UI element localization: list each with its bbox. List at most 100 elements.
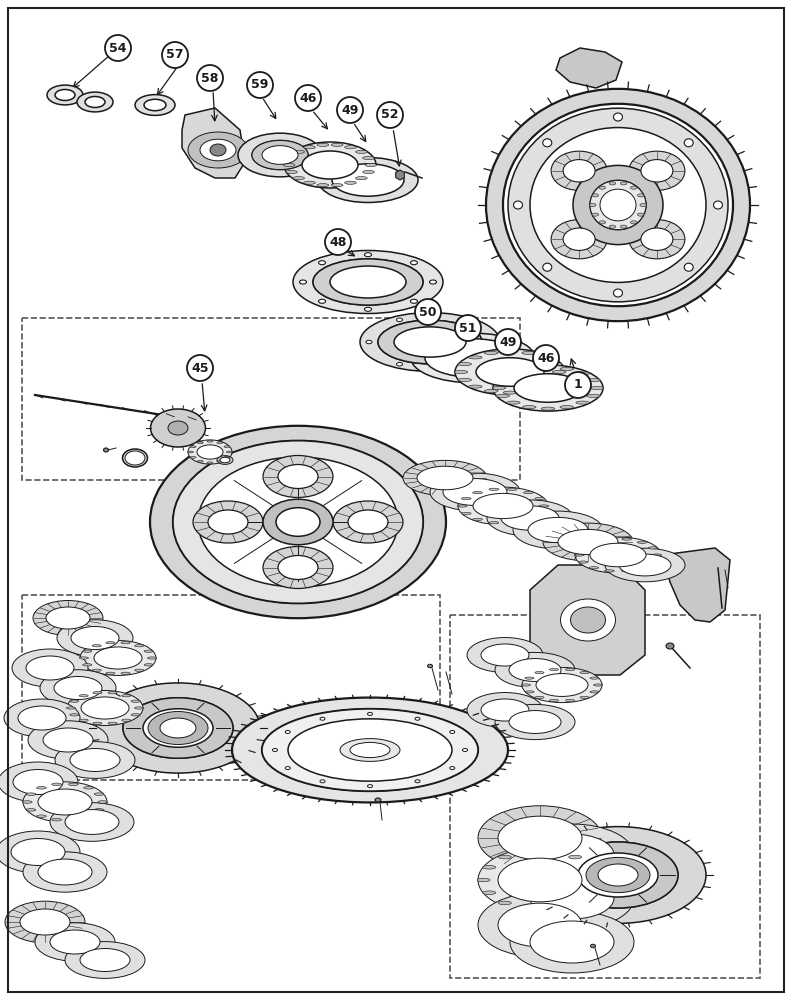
Ellipse shape bbox=[509, 659, 561, 681]
Ellipse shape bbox=[262, 709, 478, 791]
Ellipse shape bbox=[38, 789, 92, 815]
Ellipse shape bbox=[578, 853, 658, 897]
Ellipse shape bbox=[600, 189, 636, 221]
Ellipse shape bbox=[284, 142, 376, 188]
Ellipse shape bbox=[293, 250, 443, 314]
Ellipse shape bbox=[65, 810, 119, 834]
Ellipse shape bbox=[98, 801, 108, 803]
Ellipse shape bbox=[69, 783, 78, 786]
Ellipse shape bbox=[543, 263, 552, 271]
Ellipse shape bbox=[317, 184, 329, 187]
Ellipse shape bbox=[263, 499, 333, 545]
Ellipse shape bbox=[210, 144, 226, 156]
Circle shape bbox=[495, 329, 521, 355]
Ellipse shape bbox=[550, 668, 558, 671]
Text: 49: 49 bbox=[341, 104, 359, 116]
Ellipse shape bbox=[638, 541, 647, 543]
Ellipse shape bbox=[638, 567, 647, 569]
Ellipse shape bbox=[272, 748, 277, 752]
Ellipse shape bbox=[108, 692, 117, 694]
Ellipse shape bbox=[620, 225, 626, 228]
Ellipse shape bbox=[521, 907, 534, 910]
Ellipse shape bbox=[503, 391, 517, 394]
Ellipse shape bbox=[549, 363, 562, 366]
Ellipse shape bbox=[640, 203, 646, 207]
Ellipse shape bbox=[593, 684, 603, 686]
Ellipse shape bbox=[714, 201, 722, 209]
Ellipse shape bbox=[4, 699, 80, 737]
Circle shape bbox=[247, 72, 273, 98]
Ellipse shape bbox=[521, 850, 534, 853]
Ellipse shape bbox=[106, 642, 115, 644]
Ellipse shape bbox=[79, 719, 88, 721]
Ellipse shape bbox=[458, 378, 471, 381]
Ellipse shape bbox=[485, 351, 498, 354]
Ellipse shape bbox=[501, 506, 559, 530]
Ellipse shape bbox=[69, 818, 78, 821]
Circle shape bbox=[565, 372, 591, 398]
Text: 51: 51 bbox=[459, 322, 477, 334]
Ellipse shape bbox=[560, 367, 573, 370]
Ellipse shape bbox=[591, 944, 596, 948]
Ellipse shape bbox=[443, 479, 507, 505]
Ellipse shape bbox=[208, 510, 248, 534]
Ellipse shape bbox=[70, 714, 79, 716]
Ellipse shape bbox=[503, 104, 733, 306]
Ellipse shape bbox=[220, 457, 230, 463]
Ellipse shape bbox=[536, 674, 588, 696]
Text: 46: 46 bbox=[537, 352, 554, 364]
Ellipse shape bbox=[217, 456, 233, 464]
Ellipse shape bbox=[207, 440, 213, 442]
Ellipse shape bbox=[333, 501, 403, 543]
Ellipse shape bbox=[303, 181, 315, 184]
Ellipse shape bbox=[578, 561, 588, 563]
Ellipse shape bbox=[599, 221, 606, 224]
Ellipse shape bbox=[498, 816, 582, 860]
Ellipse shape bbox=[503, 350, 517, 353]
Ellipse shape bbox=[94, 809, 104, 811]
Ellipse shape bbox=[364, 253, 371, 257]
Ellipse shape bbox=[415, 717, 420, 720]
Ellipse shape bbox=[666, 643, 674, 649]
Circle shape bbox=[377, 102, 403, 128]
Ellipse shape bbox=[303, 146, 315, 149]
Ellipse shape bbox=[367, 785, 372, 788]
Ellipse shape bbox=[318, 157, 418, 202]
Ellipse shape bbox=[522, 667, 602, 703]
Ellipse shape bbox=[0, 762, 78, 802]
Ellipse shape bbox=[510, 824, 634, 886]
Ellipse shape bbox=[493, 365, 603, 411]
Polygon shape bbox=[396, 170, 405, 180]
Ellipse shape bbox=[47, 85, 83, 105]
Ellipse shape bbox=[67, 691, 143, 725]
Ellipse shape bbox=[488, 340, 494, 344]
Ellipse shape bbox=[285, 767, 290, 770]
Ellipse shape bbox=[590, 180, 646, 230]
Ellipse shape bbox=[454, 370, 468, 374]
Ellipse shape bbox=[496, 379, 509, 382]
Ellipse shape bbox=[332, 164, 404, 196]
Ellipse shape bbox=[538, 385, 551, 388]
Ellipse shape bbox=[498, 858, 582, 902]
Ellipse shape bbox=[535, 696, 544, 698]
Ellipse shape bbox=[286, 170, 297, 174]
Ellipse shape bbox=[144, 99, 166, 111]
Ellipse shape bbox=[638, 213, 644, 216]
Ellipse shape bbox=[496, 394, 509, 397]
Ellipse shape bbox=[522, 390, 535, 393]
Ellipse shape bbox=[487, 500, 573, 536]
Ellipse shape bbox=[263, 546, 333, 588]
Ellipse shape bbox=[147, 657, 157, 659]
Ellipse shape bbox=[560, 406, 573, 409]
Text: 58: 58 bbox=[201, 72, 219, 85]
Ellipse shape bbox=[543, 523, 633, 561]
Ellipse shape bbox=[193, 501, 263, 543]
Ellipse shape bbox=[523, 367, 536, 370]
Ellipse shape bbox=[457, 505, 467, 507]
Text: 50: 50 bbox=[419, 306, 436, 318]
Ellipse shape bbox=[528, 517, 588, 543]
Ellipse shape bbox=[498, 855, 512, 859]
Ellipse shape bbox=[546, 850, 559, 853]
Ellipse shape bbox=[481, 644, 529, 666]
Text: 48: 48 bbox=[329, 235, 347, 248]
